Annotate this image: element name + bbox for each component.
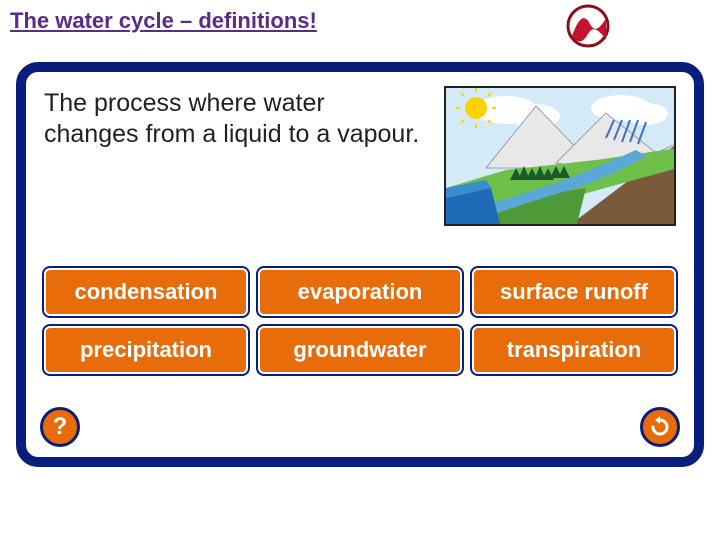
option-evaporation[interactable]: evaporation [258, 268, 462, 316]
undo-icon [648, 415, 672, 439]
page-title: The water cycle – definitions! [10, 8, 317, 34]
option-precipitation[interactable]: precipitation [44, 326, 248, 374]
quiz-frame: The process where water changes from a l… [16, 62, 704, 467]
bottom-controls: ? [40, 407, 680, 447]
help-icon: ? [53, 413, 68, 441]
flash-logo-icon [566, 4, 610, 48]
option-surface-runoff[interactable]: surface runoff [472, 268, 676, 316]
option-groundwater[interactable]: groundwater [258, 326, 462, 374]
option-condensation[interactable]: condensation [44, 268, 248, 316]
reset-button[interactable] [640, 407, 680, 447]
water-cycle-illustration [444, 86, 676, 226]
options-grid: condensation evaporation surface runoff … [44, 268, 676, 374]
definition-text: The process where water changes from a l… [44, 86, 426, 236]
top-row: The process where water changes from a l… [44, 86, 676, 236]
option-transpiration[interactable]: transpiration [472, 326, 676, 374]
help-button[interactable]: ? [40, 407, 80, 447]
